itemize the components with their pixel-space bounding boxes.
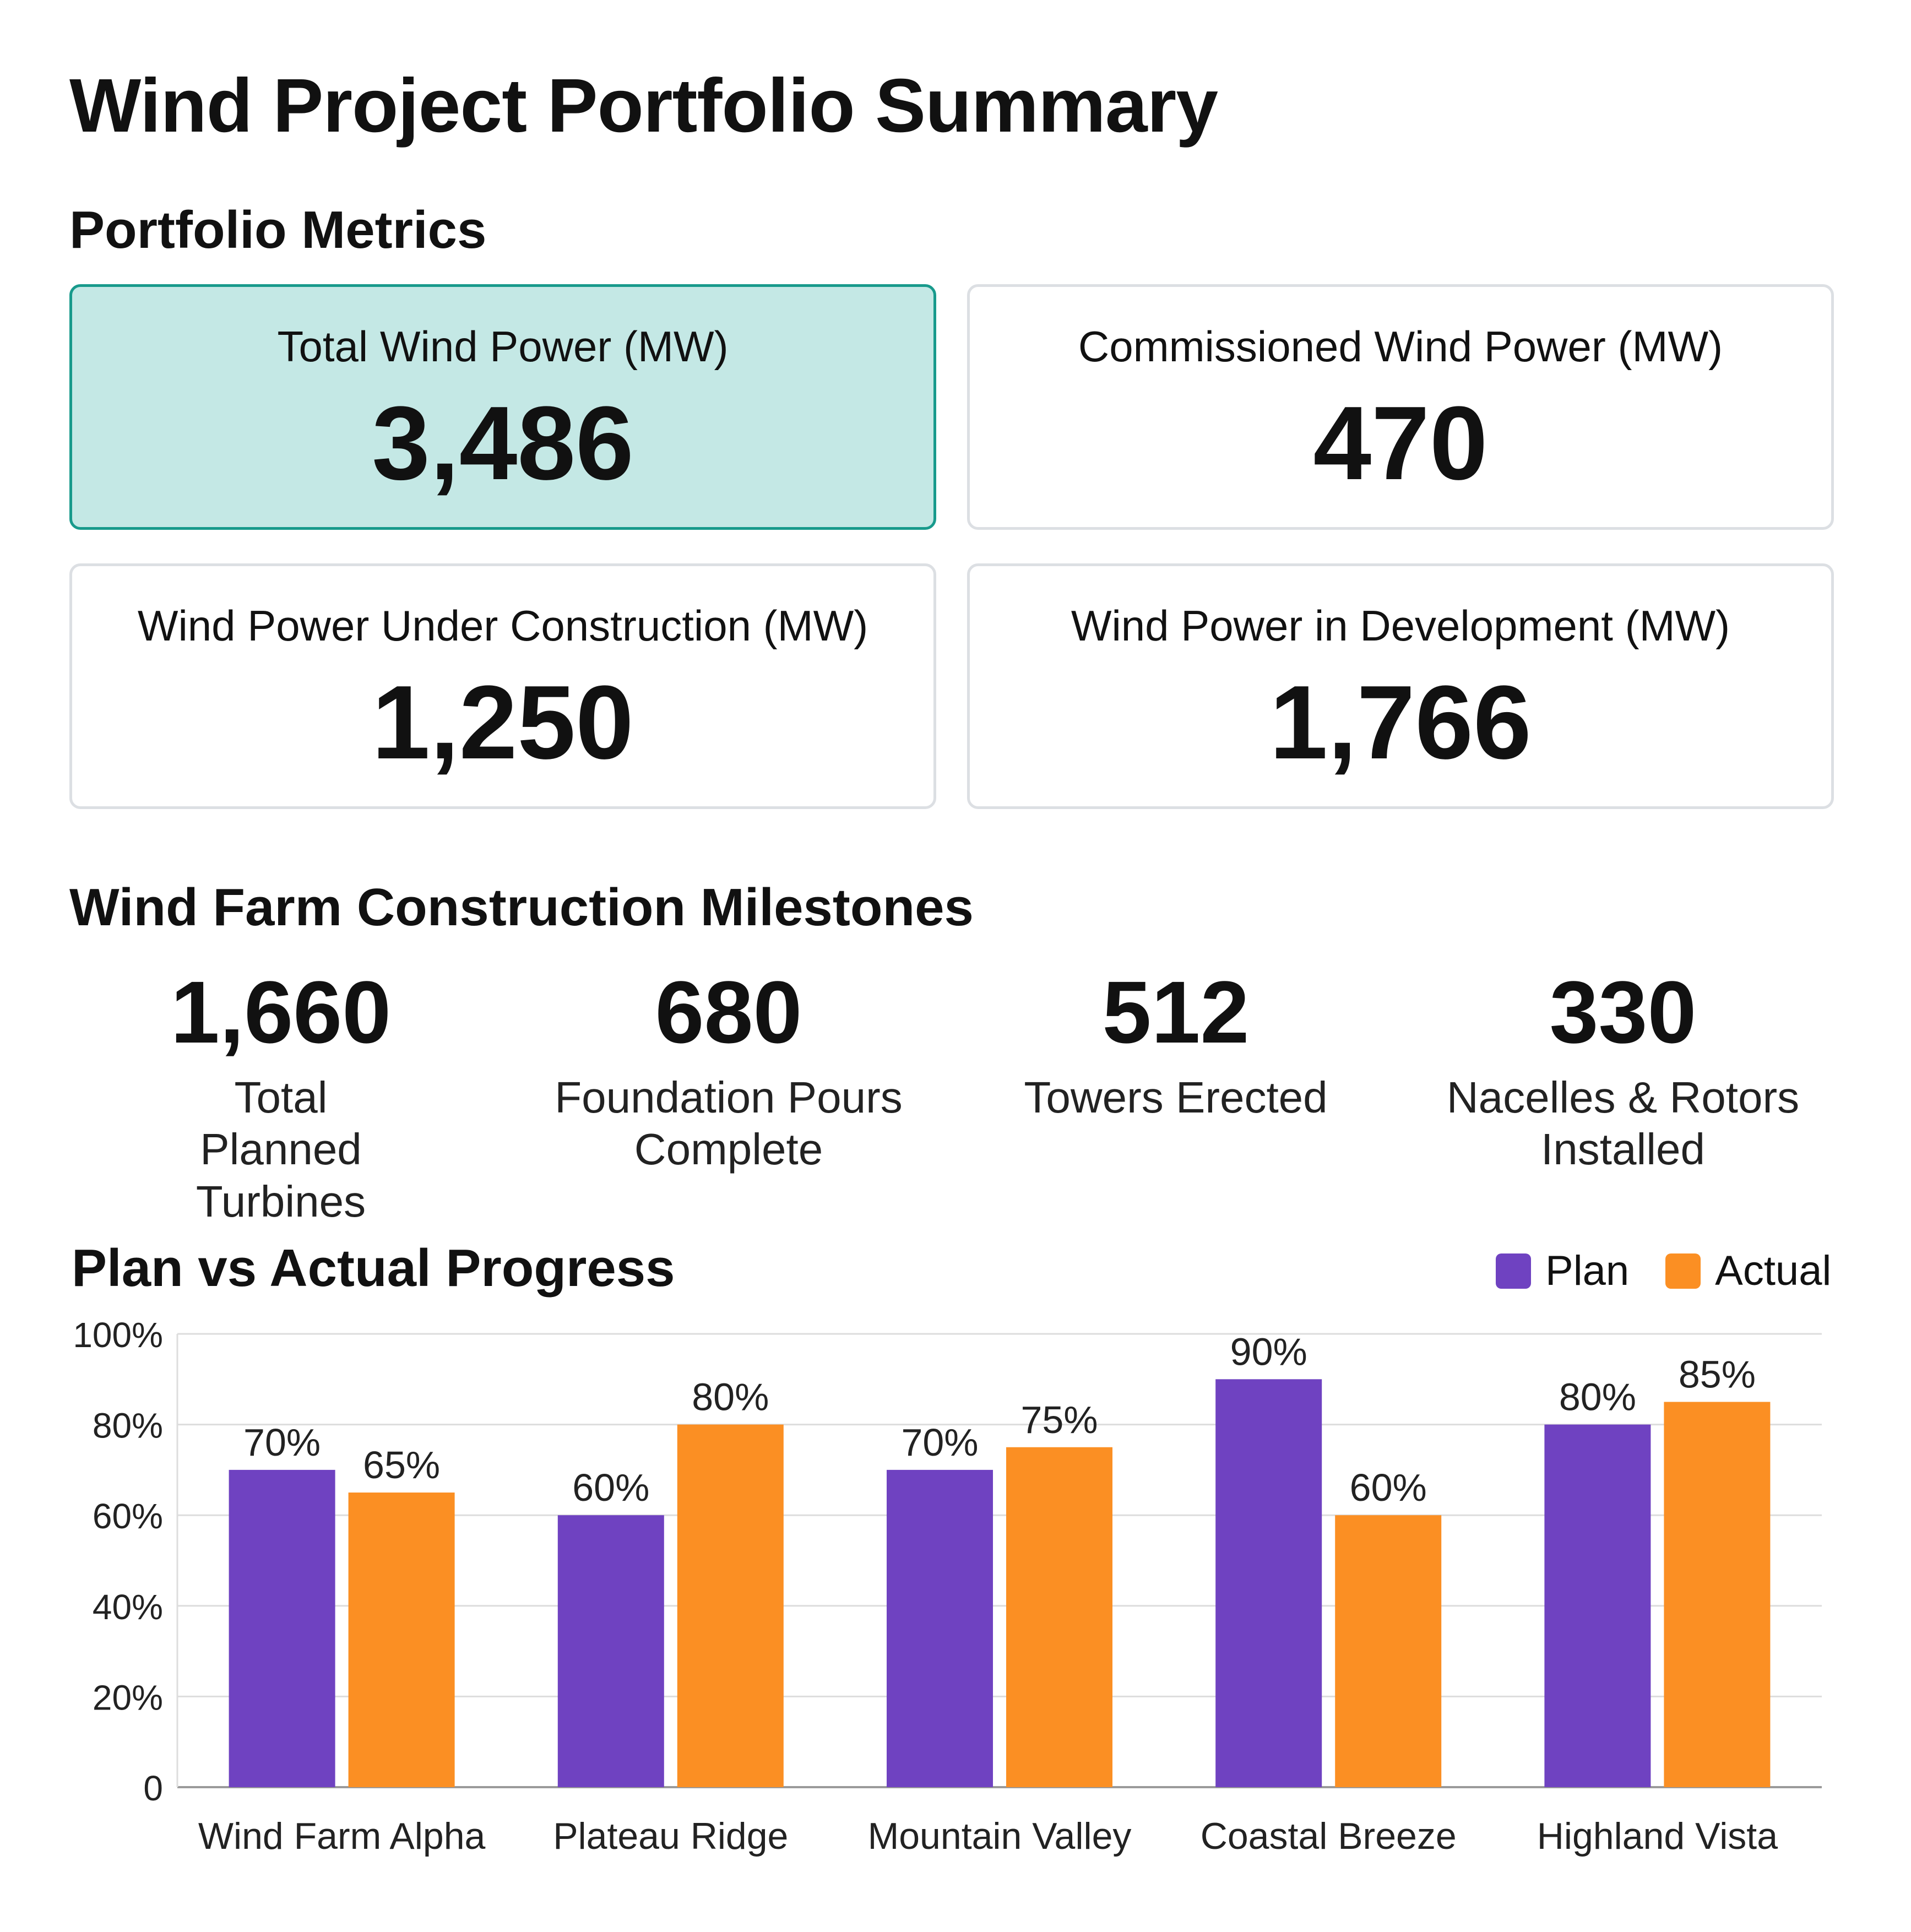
metric-value: 1,250	[372, 664, 634, 781]
metric-value: 1,766	[1269, 664, 1532, 781]
bar-plan	[1215, 1379, 1322, 1787]
y-tick-label: 100%	[73, 1315, 163, 1355]
metric-label: Commissioned Wind Power (MW)	[1078, 322, 1723, 371]
legend-label-plan: Plan	[1545, 1247, 1630, 1294]
y-tick-label: 20%	[93, 1678, 163, 1717]
milestone-total-planned-turbines: 1,660 Total Planned Turbines	[58, 964, 504, 1228]
milestone-label: Foundation Pours Complete	[555, 1073, 903, 1174]
data-label: 85%	[1679, 1353, 1756, 1396]
metric-value: 470	[1313, 385, 1488, 502]
milestone-value: 680	[655, 963, 802, 1061]
y-tick-label: 0	[143, 1768, 163, 1808]
bar-actual	[1335, 1515, 1442, 1787]
x-tick-label: Wind Farm Alpha	[198, 1815, 486, 1857]
legend-swatch-plan	[1496, 1253, 1531, 1289]
bar-plan	[1544, 1424, 1651, 1787]
metric-card-total-wind-power: Total Wind Power (MW) 3,486	[69, 284, 936, 530]
milestone-value: 1,660	[170, 963, 392, 1061]
metric-label: Wind Power Under Construction (MW)	[137, 601, 868, 650]
metric-label: Total Wind Power (MW)	[277, 322, 729, 371]
bar-plan	[887, 1469, 993, 1787]
metric-card-commissioned-wind-power: Commissioned Wind Power (MW) 470	[967, 284, 1834, 530]
data-label: 80%	[1559, 1376, 1636, 1419]
y-tick-label: 80%	[93, 1406, 163, 1446]
legend-item-actual: Actual	[1665, 1250, 1831, 1292]
portfolio-metrics-heading: Portfolio Metrics	[69, 200, 487, 259]
data-label: 65%	[363, 1443, 440, 1486]
milestones-heading: Wind Farm Construction Milestones	[69, 878, 974, 937]
x-tick-label: Highland Vista	[1537, 1815, 1778, 1857]
data-label: 80%	[692, 1376, 769, 1419]
legend-item-plan: Plan	[1496, 1250, 1629, 1292]
milestone-nacelles-rotors: 330 Nacelles & Rotors Installed	[1400, 964, 1846, 1176]
metric-value: 3,486	[372, 385, 634, 502]
y-tick-label: 60%	[93, 1496, 163, 1536]
x-tick-label: Mountain Valley	[868, 1815, 1132, 1857]
chart-legend: Plan Actual	[1496, 1244, 1831, 1299]
data-label: 70%	[901, 1421, 978, 1464]
milestone-label: Total Planned Turbines	[196, 1073, 366, 1226]
milestone-label: Nacelles & Rotors Installed	[1446, 1073, 1800, 1174]
milestone-value: 330	[1549, 963, 1697, 1061]
metric-label: Wind Power in Development (MW)	[1071, 601, 1730, 650]
metric-card-under-construction: Wind Power Under Construction (MW) 1,250	[69, 563, 936, 809]
chart-title: Plan vs Actual Progress	[72, 1239, 675, 1298]
bar-actual	[1664, 1402, 1771, 1787]
y-tick-label: 40%	[93, 1587, 163, 1627]
milestone-foundation-pours: 680 Foundation Pours Complete	[506, 964, 952, 1176]
data-label: 70%	[243, 1421, 321, 1464]
data-label: 60%	[572, 1466, 649, 1509]
legend-label-actual: Actual	[1715, 1247, 1832, 1294]
bar-actual	[1006, 1447, 1112, 1787]
metric-card-in-development: Wind Power in Development (MW) 1,766	[967, 563, 1834, 809]
legend-swatch-actual	[1665, 1253, 1701, 1289]
bar-actual	[677, 1424, 784, 1787]
data-label: 90%	[1230, 1330, 1307, 1373]
bar-actual	[348, 1493, 455, 1787]
x-tick-label: Coastal Breeze	[1201, 1815, 1457, 1857]
page-title: Wind Project Portfolio Summary	[69, 63, 1218, 148]
milestone-value: 512	[1102, 963, 1250, 1061]
x-tick-label: Plateau Ridge	[553, 1815, 788, 1857]
bar-plan	[557, 1515, 664, 1787]
milestone-label: Towers Erected	[1024, 1073, 1328, 1122]
milestone-towers-erected: 512 Towers Erected	[953, 964, 1399, 1124]
data-label: 60%	[1350, 1466, 1427, 1509]
data-label: 75%	[1020, 1398, 1098, 1441]
bar-plan	[229, 1469, 335, 1787]
